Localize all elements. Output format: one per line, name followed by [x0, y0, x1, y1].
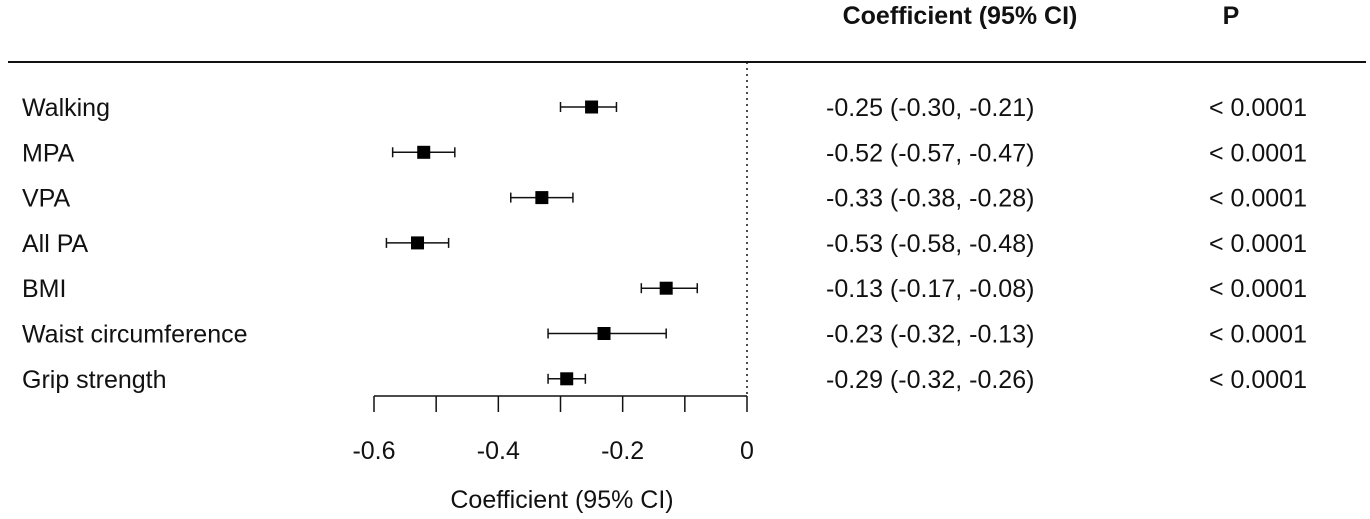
point-estimate — [560, 372, 574, 386]
row-label: All PA — [22, 230, 89, 258]
point-estimate — [411, 236, 425, 250]
forest-row: BMI -0.13 (-0.17, -0.08) < 0.0001 — [22, 275, 1307, 303]
ci-text: -0.53 (-0.58, -0.48) — [826, 230, 1034, 258]
point-estimate — [597, 327, 611, 340]
row-label: BMI — [22, 275, 66, 303]
x-axis-title: Coefficient (95% CI) — [450, 486, 673, 514]
row-label: Walking — [22, 94, 110, 122]
header-p: P — [1223, 2, 1240, 30]
x-tick-label: 0 — [740, 437, 754, 465]
ci-text: -0.13 (-0.17, -0.08) — [826, 275, 1034, 303]
point-estimate — [535, 191, 549, 205]
p-value-text: < 0.0001 — [1209, 275, 1307, 303]
ci-text: -0.25 (-0.30, -0.21) — [826, 94, 1034, 122]
p-value-text: < 0.0001 — [1209, 230, 1307, 258]
p-value-text: < 0.0001 — [1209, 185, 1307, 213]
point-estimate — [417, 145, 431, 159]
p-value-text: < 0.0001 — [1209, 366, 1307, 394]
row-label: Grip strength — [22, 366, 167, 394]
ci-text: -0.52 (-0.57, -0.47) — [826, 139, 1034, 167]
row-label: Waist circumference — [22, 321, 248, 349]
forest-row: Grip strength -0.29 (-0.32, -0.26) < 0.000… — [22, 366, 1307, 394]
x-tick-label: -0.2 — [601, 437, 644, 465]
forest-row: Waist circumference -0.23 (-0.32, -0.13) <… — [22, 321, 1307, 349]
p-value-text: < 0.0001 — [1209, 321, 1307, 349]
x-tick-label: -0.6 — [352, 437, 395, 465]
ci-text: -0.29 (-0.32, -0.26) — [826, 366, 1034, 394]
point-estimate — [585, 100, 599, 114]
forest-row: MPA -0.52 (-0.57, -0.47) < 0.0001 — [22, 139, 1307, 167]
x-tick-label: -0.4 — [477, 437, 520, 465]
p-value-text: < 0.0001 — [1209, 94, 1307, 122]
row-label: VPA — [22, 185, 70, 213]
row-label: MPA — [22, 139, 75, 167]
point-estimate — [659, 281, 673, 295]
forest-row: Walking -0.25 (-0.30, -0.21) < 0.0001 — [22, 94, 1307, 122]
forest-row: VPA -0.33 (-0.38, -0.28) < 0.0001 — [22, 185, 1307, 213]
header-coefficient: Coefficient (95% CI) — [843, 2, 1078, 30]
p-value-text: < 0.0001 — [1209, 139, 1307, 167]
forest-row: All PA -0.53 (-0.58, -0.48) < 0.0001 — [22, 230, 1307, 258]
ci-text: -0.33 (-0.38, -0.28) — [826, 185, 1034, 213]
ci-text: -0.23 (-0.32, -0.13) — [826, 321, 1034, 349]
